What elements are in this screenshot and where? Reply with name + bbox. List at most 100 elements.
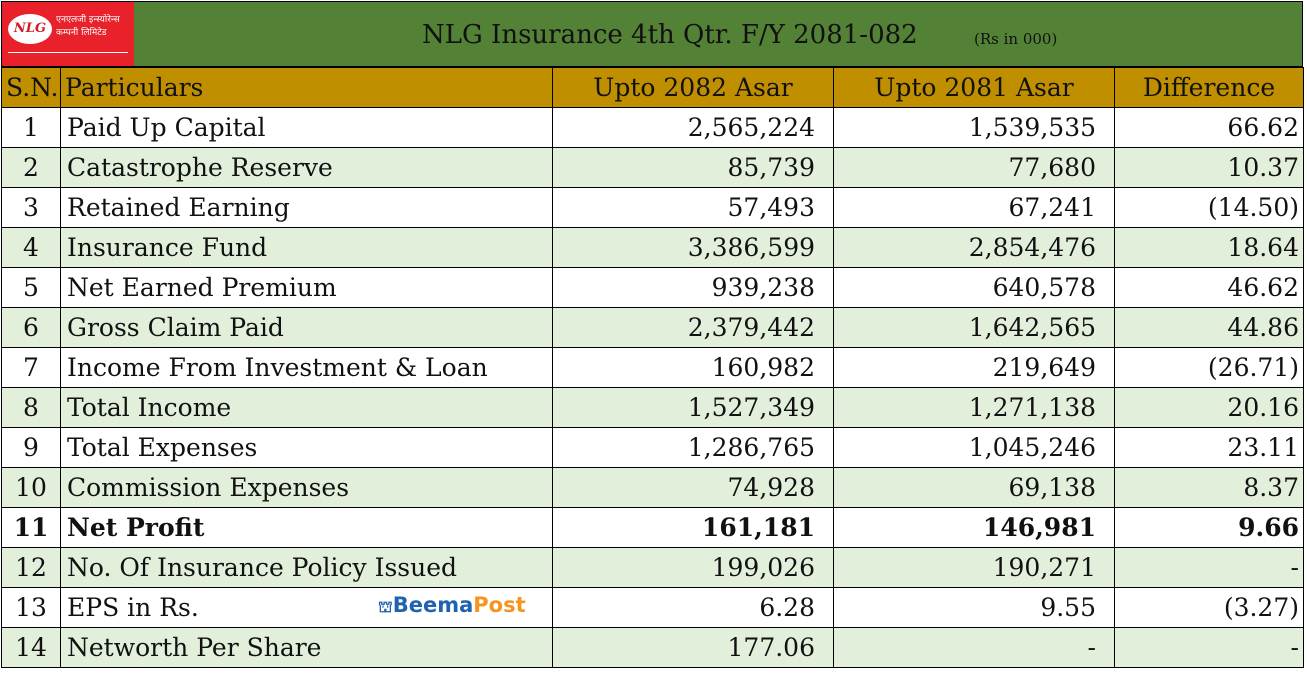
col-current: Upto 2082 Asar xyxy=(552,67,834,108)
row-particular: Networth Per Share xyxy=(60,627,553,668)
table-row: 11 Net Profit 161,181 146,981 9.66 xyxy=(1,507,1304,548)
row-previous: 9.55 xyxy=(833,587,1115,628)
page-title: NLG Insurance 4th Qtr. F/Y 2081-082 xyxy=(422,20,918,50)
row-difference: 66.62 xyxy=(1114,107,1304,148)
row-current: 177.06 xyxy=(552,627,834,668)
row-previous: 1,045,246 xyxy=(833,427,1115,468)
row-sn: 10 xyxy=(1,467,61,508)
row-current: 199,026 xyxy=(552,547,834,588)
title-bar: NLG एनएलजी इन्स्योरेन्स कम्पनी लिमिटेड NL… xyxy=(1,1,1303,67)
row-current: 1,527,349 xyxy=(552,387,834,428)
row-particular: Catastrophe Reserve xyxy=(60,147,553,188)
row-current: 160,982 xyxy=(552,347,834,388)
row-previous: 2,854,476 xyxy=(833,227,1115,268)
row-difference: 46.62 xyxy=(1114,267,1304,308)
row-particular: Total Income xyxy=(60,387,553,428)
table-row: 14 Networth Per Share 177.06- - xyxy=(1,627,1304,668)
row-current: 85,739 xyxy=(552,147,834,188)
beemapost-watermark: ⛫BeemaPost xyxy=(378,593,526,617)
row-sn: 9 xyxy=(1,427,61,468)
row-current: 2,565,224 xyxy=(552,107,834,148)
row-difference: 20.16 xyxy=(1114,387,1304,428)
data-table: S.N. Particulars Upto 2082 Asar Upto 208… xyxy=(1,67,1304,668)
row-particular: Insurance Fund xyxy=(60,227,553,268)
row-difference: 23.11 xyxy=(1114,427,1304,468)
row-previous: 190,271 xyxy=(833,547,1115,588)
logo-text-1: एनएलजी इन्स्योरेन्स xyxy=(56,15,120,25)
company-logo: NLG एनएलजी इन्स्योरेन्स कम्पनी लिमिटेड xyxy=(2,2,134,66)
row-difference: (14.50) xyxy=(1114,187,1304,228)
row-difference: (26.71) xyxy=(1114,347,1304,388)
row-difference: - xyxy=(1114,547,1304,588)
row-previous: 1,642,565 xyxy=(833,307,1115,348)
row-current: 1,286,765 xyxy=(552,427,834,468)
row-current: 939,238 xyxy=(552,267,834,308)
col-difference: Difference xyxy=(1114,67,1304,108)
table-row: 6 Gross Claim Paid 2,379,442 1,642,565 44.86 xyxy=(1,307,1304,348)
row-sn: 2 xyxy=(1,147,61,188)
table-row: 9 Total Expenses 1,286,765 1,045,246 23.11 xyxy=(1,427,1304,468)
row-sn: 13 xyxy=(1,587,61,628)
header-row: S.N. Particulars Upto 2082 Asar Upto 208… xyxy=(1,67,1304,108)
row-particular: Net Profit xyxy=(60,507,553,548)
row-current: 74,928 xyxy=(552,467,834,508)
table-row: 1 Paid Up Capital 2,565,224 1,539,535 66.62 xyxy=(1,107,1304,148)
row-previous: 1,539,535 xyxy=(833,107,1115,148)
table-row: 12 No. Of Insurance Policy Issued 199,026 1… xyxy=(1,547,1304,588)
row-difference: 8.37 xyxy=(1114,467,1304,508)
row-difference: 44.86 xyxy=(1114,307,1304,348)
table-row: 4 Insurance Fund 3,386,599 2,854,476 18.64 xyxy=(1,227,1304,268)
table-row: 10 Commission Expenses 74,928 69,138 8.37 xyxy=(1,467,1304,508)
row-current: 3,386,599 xyxy=(552,227,834,268)
col-previous: Upto 2081 Asar xyxy=(833,67,1115,108)
row-particular: Commission Expenses xyxy=(60,467,553,508)
row-particular: Total Expenses xyxy=(60,427,553,468)
row-previous: 67,241 xyxy=(833,187,1115,228)
row-previous: 77,680 xyxy=(833,147,1115,188)
row-particular: Gross Claim Paid xyxy=(60,307,553,348)
row-current: 2,379,442 xyxy=(552,307,834,348)
row-previous: 1,271,138 xyxy=(833,387,1115,428)
row-difference: (3.27) xyxy=(1114,587,1304,628)
row-particular: Income From Investment & Loan xyxy=(60,347,553,388)
row-sn: 5 xyxy=(1,267,61,308)
row-particular: No. Of Insurance Policy Issued xyxy=(60,547,553,588)
row-sn: 8 xyxy=(1,387,61,428)
row-particular: Retained Earning xyxy=(60,187,553,228)
row-sn: 4 xyxy=(1,227,61,268)
table-row: 3 Retained Earning 57,493 67,241 (14.50) xyxy=(1,187,1304,228)
unit-note: (Rs in 000) xyxy=(974,30,1058,48)
row-sn: 1 xyxy=(1,107,61,148)
row-previous: 640,578 xyxy=(833,267,1115,308)
logo-text-2: कम्पनी लिमिटेड xyxy=(56,28,107,38)
table-row: 5 Net Earned Premium 939,238 640,578 46.62 xyxy=(1,267,1304,308)
row-difference: 10.37 xyxy=(1114,147,1304,188)
row-previous: 219,649 xyxy=(833,347,1115,388)
row-sn: 11 xyxy=(1,507,61,548)
row-sn: 12 xyxy=(1,547,61,588)
row-current: 6.28 xyxy=(552,587,834,628)
row-particular: Net Earned Premium xyxy=(60,267,553,308)
row-sn: 6 xyxy=(1,307,61,348)
table-row: 13 EPS in Rs. 6.28 9.55 (3.27) xyxy=(1,587,1304,628)
row-sn: 7 xyxy=(1,347,61,388)
row-sn: 14 xyxy=(1,627,61,668)
row-previous: 69,138 xyxy=(833,467,1115,508)
table-row: 7 Income From Investment & Loan 160,982 219… xyxy=(1,347,1304,388)
logo-emblem: NLG xyxy=(8,14,52,44)
row-difference: 9.66 xyxy=(1114,507,1304,548)
row-difference: - xyxy=(1114,627,1304,668)
row-previous: - xyxy=(833,627,1115,668)
row-sn: 3 xyxy=(1,187,61,228)
table-row: 8 Total Income 1,527,349 1,271,138 20.16 xyxy=(1,387,1304,428)
row-previous: 146,981 xyxy=(833,507,1115,548)
row-particular: EPS in Rs. xyxy=(60,587,553,628)
table-row: 2 Catastrophe Reserve 85,739 77,680 10.37 xyxy=(1,147,1304,188)
row-current: 57,493 xyxy=(552,187,834,228)
col-sn: S.N. xyxy=(1,67,61,108)
logo-divider xyxy=(8,52,128,53)
col-particulars: Particulars xyxy=(60,67,553,108)
row-current: 161,181 xyxy=(552,507,834,548)
row-difference: 18.64 xyxy=(1114,227,1304,268)
